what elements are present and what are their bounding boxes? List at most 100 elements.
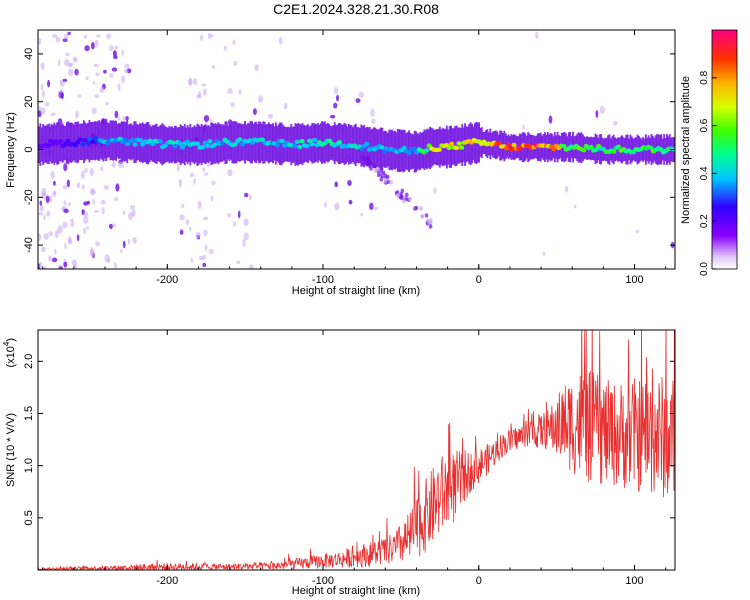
noise-dot [54,230,59,239]
spectral-peak [237,137,243,142]
spectral-peak [309,142,315,147]
spectral-band [207,125,210,163]
noise-dot [76,182,81,189]
spectral-peak [588,144,594,150]
spectral-band [466,126,469,162]
spectral-peak [130,137,136,143]
spectrogram-x-label: Height of straight line (km) [292,285,420,297]
noise-dot [39,200,43,206]
spectral-peak [177,141,183,146]
noise-dot [336,94,339,102]
spectral-band [158,125,161,163]
noise-dot [122,210,126,216]
spectral-peak [77,137,83,142]
spectral-band [630,136,633,163]
spectral-band [138,123,141,162]
noise-dot [348,199,353,205]
noise-dot [113,262,117,269]
noise-dot [389,180,394,185]
spectral-peak [304,143,310,149]
noise-dot [347,180,352,186]
noise-dot [203,88,207,96]
colorbar-label: Normalized spectral amplitude [680,76,692,224]
x-tick-label: 0 [476,575,482,587]
spectral-peak [292,143,298,149]
noise-dot [227,169,233,177]
noise-dot [635,229,640,234]
spectral-peak [379,145,385,150]
noise-dot [254,64,259,71]
snr-y-ticks: 0.5 1.0 1.5 2.0 [23,354,675,525]
noise-dot [89,249,95,257]
spectral-peak [239,142,245,147]
noise-dot [124,63,130,69]
noise-dot [176,164,180,172]
spectral-peak [446,145,452,150]
spectral-peak [449,141,455,146]
x-tick-label: -100 [312,274,334,286]
noise-dot [40,246,47,253]
snr-panel: -200 -100 0 100 0.5 1.0 1.5 2.0 Height of stra… [2,329,676,597]
noise-dot [39,261,43,269]
noise-dot [106,33,112,40]
noise-dot [109,73,114,78]
spectral-band [199,126,202,163]
spectrogram-y-ticks: -40 -20 0 20 40 [23,48,675,253]
noise-dot [81,184,85,190]
noise-dot [63,200,67,206]
spectral-band [279,122,281,165]
noise-dot [103,185,110,190]
noise-dot [197,200,202,210]
spectral-band [259,121,262,163]
noise-dot [44,102,50,107]
noise-dot [38,110,42,118]
spectral-peak [424,148,430,153]
noise-dot [330,114,336,119]
spectral-peak [297,144,303,150]
spectral-peak [212,142,218,147]
spectral-peak [406,150,412,156]
noise-dot [370,108,375,117]
noise-dot [47,79,51,88]
noise-dot [93,63,99,68]
spectral-band [232,121,235,164]
spectral-peak [327,138,333,143]
noise-dot [41,90,45,98]
spectral-band [126,120,129,164]
snr-frame [37,329,676,571]
noise-dot [91,107,97,115]
spectral-peak [456,141,462,146]
spectral-band [301,123,304,165]
spectral-band [154,124,157,163]
noise-dot [80,170,85,179]
noise-dot [101,207,105,215]
noise-dot [202,262,207,268]
spectral-peak [207,139,213,144]
noise-dot [115,183,120,192]
noise-dot [43,265,47,269]
noise-dot [62,221,68,229]
noise-dot [230,102,235,108]
spectral-band [427,129,430,168]
noise-dot [70,218,74,222]
noise-dot [72,58,78,63]
spectral-band [461,124,464,166]
spectral-band [437,128,440,166]
noise-dot [201,83,207,87]
spectral-peak [496,141,502,146]
noise-dot [595,110,599,118]
noise-dot [178,178,182,188]
spectral-band [136,124,138,161]
spectral-peak [80,142,86,147]
spectral-peak [232,142,238,147]
spectral-band [342,124,345,164]
y-tick-label: -20 [23,189,35,205]
snr-multiplier-base: (x10 [5,346,17,367]
noise-dot [63,208,69,214]
spectral-band [647,135,650,164]
noise-dot [93,209,99,214]
spectral-band [200,123,203,166]
noise-dot [114,197,118,202]
noise-dot [195,231,201,239]
